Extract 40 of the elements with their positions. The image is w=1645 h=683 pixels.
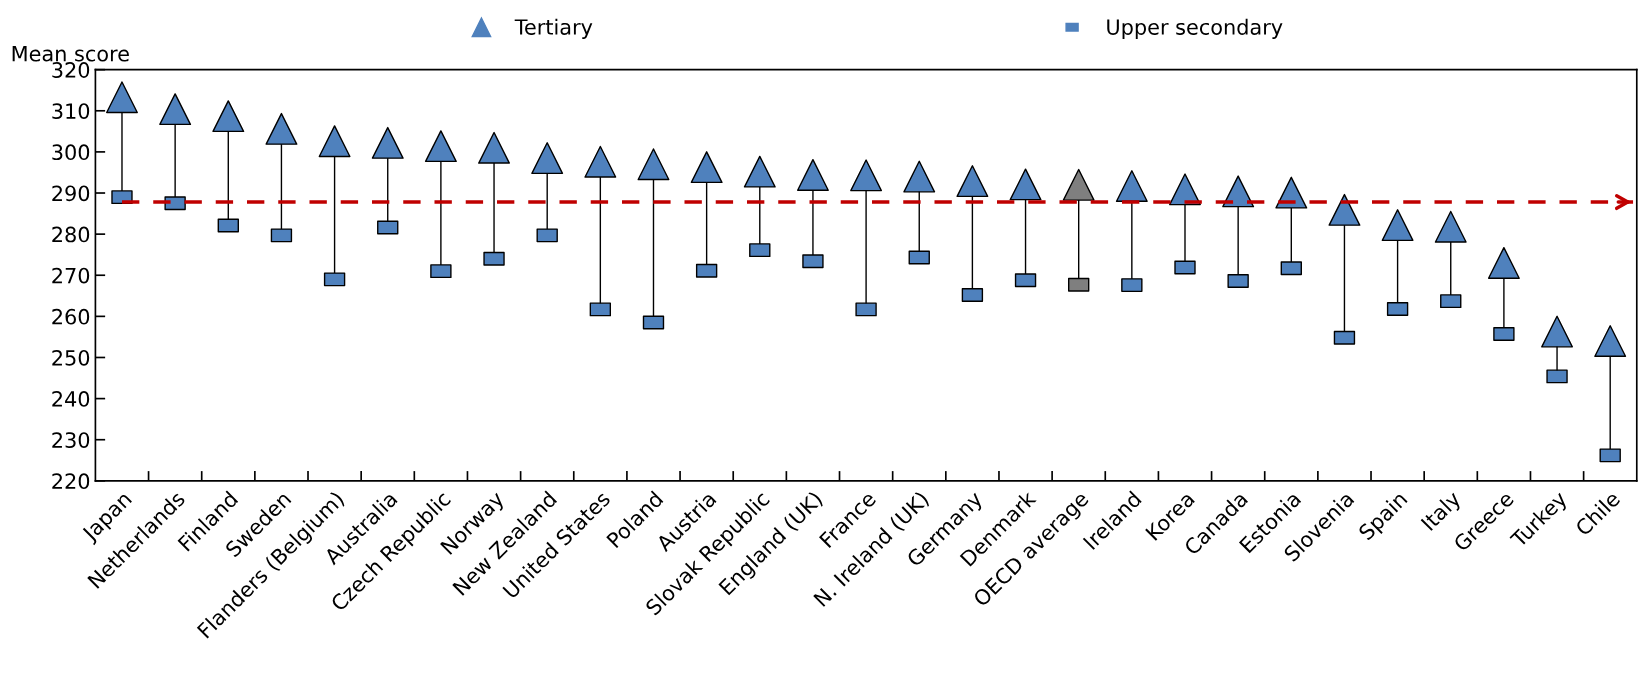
y-tick-label: 220 [52, 473, 90, 490]
point [1487, 246, 1520, 279]
point [106, 81, 138, 114]
point [743, 155, 776, 188]
point [796, 158, 829, 191]
point [212, 100, 245, 133]
y-tick-label: 320 [52, 62, 90, 78]
point [1381, 209, 1414, 242]
point [1009, 168, 1042, 201]
point [1115, 170, 1148, 202]
y-tick-label: 300 [52, 144, 90, 161]
legend-label: Tertiary [514, 18, 593, 39]
y-tick-label: 310 [52, 103, 90, 119]
y-tick-label: 240 [52, 391, 90, 407]
point [159, 93, 192, 126]
point [424, 130, 457, 163]
point [478, 131, 511, 164]
point [956, 165, 989, 198]
point [1434, 210, 1467, 243]
point [1062, 168, 1095, 201]
point [903, 160, 936, 193]
y-tick-label: 250 [52, 349, 90, 366]
point [371, 126, 404, 159]
y-tick-label: 270 [52, 267, 90, 284]
point [318, 125, 351, 158]
y-tick-label: 230 [52, 432, 90, 448]
y-axis-title: Mean score [12, 46, 129, 62]
point [1594, 325, 1627, 358]
legend-label: Upper secondary [1107, 18, 1283, 39]
point [637, 148, 670, 181]
y-tick-label: 260 [52, 308, 90, 325]
point [1541, 315, 1574, 348]
y-tick-label: 290 [52, 185, 90, 202]
point [584, 145, 617, 178]
y-tick-label: 280 [52, 226, 90, 243]
point [1328, 193, 1361, 226]
point [265, 112, 298, 145]
point [850, 159, 883, 192]
point [690, 151, 723, 184]
point [531, 142, 564, 175]
